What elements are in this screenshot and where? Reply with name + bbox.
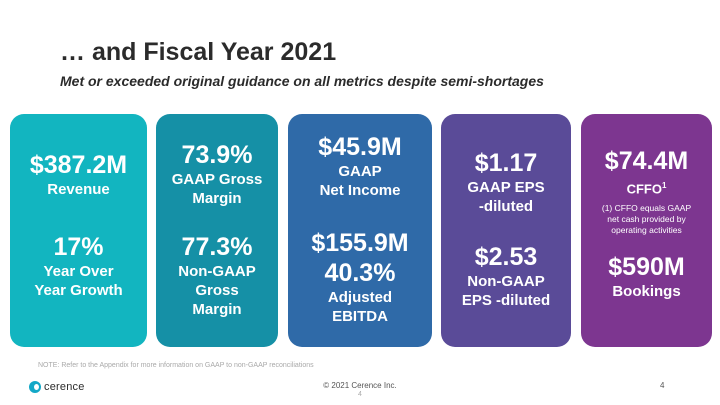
gaap-eps-value: $1.17 [474,149,538,177]
yoy-growth-label-line1: Year Over [43,263,114,280]
gaap-net-income-label-line2: Net Income [319,182,401,199]
adjusted-ebitda-label-line1: Adjusted [327,289,393,306]
page-number: 4 [660,381,665,390]
gaap-gross-margin-label-line1: GAAP Gross [171,171,263,188]
bookings-value: $590M [608,253,685,281]
cffo-value: $74.4M [604,147,689,175]
cerence-logo-icon [29,381,41,393]
gaap-net-income-value: $45.9M [318,133,402,161]
adjusted-ebitda-margin-value: 40.3% [324,259,396,287]
cerence-logo: cerence [29,381,85,393]
non-gaap-eps-value: $2.53 [474,243,538,271]
net-income-card: $45.9M GAAP Net Income $155.9M 40.3% Adj… [288,114,432,347]
adjusted-ebitda-value: $155.9M [311,229,409,257]
revenue-card: $387.2M Revenue 17% Year Over Year Growt… [10,114,147,347]
revenue-value: $387.2M [29,151,128,179]
slide-title: … and Fiscal Year 2021 [60,38,337,66]
cffo-label-text: CFFO [626,181,662,197]
yoy-growth-value: 17% [53,233,104,261]
page-number-center: 4 [358,391,362,398]
non-gaap-gross-margin-value: 77.3% [181,233,253,261]
cffo-note-line1: (1) CFFO equals GAAP [601,203,692,213]
non-gaap-gross-margin-label-line2: Gross [195,282,239,299]
cerence-logo-text: cerence [44,381,85,393]
cffo-note-line3: operating activities [611,225,682,235]
non-gaap-eps-label-line2: EPS -diluted [461,292,551,309]
gaap-eps-label-line2: -diluted [478,198,534,215]
cffo-note-line2: net cash provided by [607,214,686,224]
yoy-growth-label-line2: Year Growth [34,282,123,299]
eps-card: $1.17 GAAP EPS -diluted $2.53 Non-GAAP E… [441,114,571,347]
slide-subtitle: Met or exceeded original guidance on all… [60,73,544,89]
cffo-footnote-marker: 1 [661,181,667,190]
cffo-label: CFFO1 [581,176,712,198]
adjusted-ebitda-label-line2: EBITDA [332,308,388,325]
gaap-net-income-label-line1: GAAP [338,163,382,180]
gaap-gross-margin-label-line2: Margin [192,190,242,207]
gaap-reconciliation-note: NOTE: Refer to the Appendix for more inf… [38,362,314,369]
gaap-eps-label-line1: GAAP EPS [467,179,545,196]
non-gaap-eps-label-line1: Non-GAAP [467,273,545,290]
cffo-card: $74.4M CFFO1 (1) CFFO equals GAAP net ca… [581,114,712,347]
copyright: © 2021 Cerence Inc. [323,381,397,390]
bookings-label: Bookings [612,283,681,300]
non-gaap-gross-margin-label-line3: Margin [192,301,242,318]
gaap-gross-margin-value: 73.9% [181,141,253,169]
revenue-label: Revenue [47,181,110,198]
non-gaap-gross-margin-label-line1: Non-GAAP [178,263,256,280]
gross-margin-card: 73.9% GAAP Gross Margin 77.3% Non-GAAP G… [156,114,278,347]
